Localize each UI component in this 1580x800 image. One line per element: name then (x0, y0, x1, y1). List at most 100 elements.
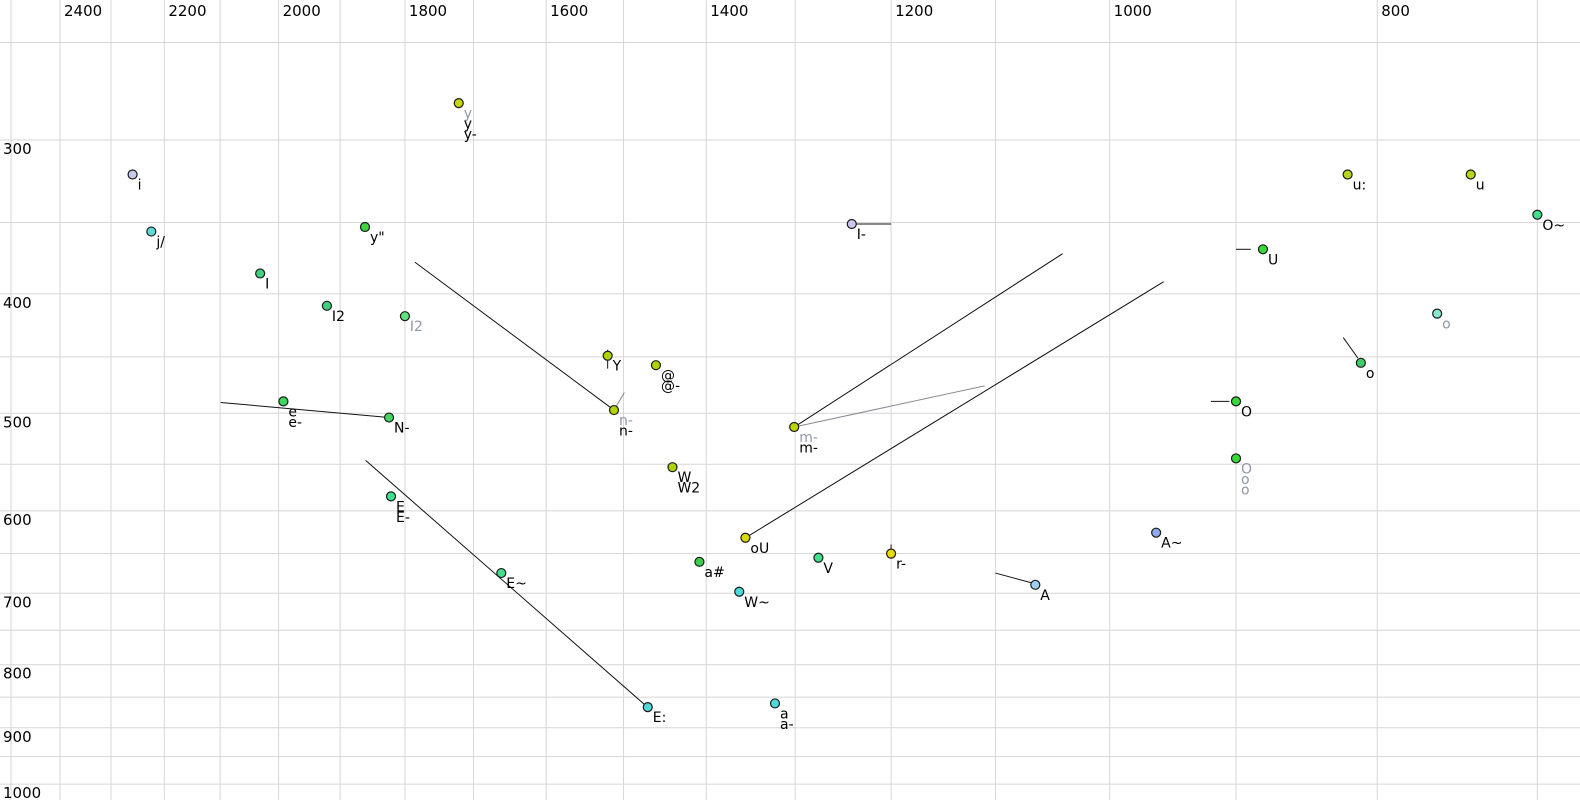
y-axis-tick-label: 500 (3, 413, 32, 431)
vowel-point[interactable] (602, 350, 613, 361)
vowel-point[interactable] (453, 97, 464, 109)
vowel-point-label: y (464, 106, 472, 122)
vowel-point[interactable] (1030, 579, 1041, 590)
vowel-point-label: A~ (1161, 536, 1182, 552)
vowel-point-label: E- (396, 510, 410, 526)
trajectory-line (794, 385, 985, 428)
vowel-point[interactable] (255, 268, 266, 279)
y-axis-tick-label: 300 (3, 140, 32, 158)
vowel-point-label: oU (750, 541, 769, 557)
vowel-point-label: E: (653, 710, 667, 726)
vowel-point[interactable] (1230, 396, 1242, 407)
trajectory-line (745, 281, 1164, 539)
trajectory-line (1342, 337, 1359, 359)
x-axis-tick-label: 1600 (550, 2, 588, 20)
vowel-point[interactable] (278, 396, 289, 407)
y-axis-tick-label: 1000 (3, 784, 41, 800)
vowel-point-label: @- (661, 379, 680, 395)
vowel-point[interactable] (694, 556, 705, 567)
vowel-point[interactable] (846, 218, 857, 230)
vowel-point-label: n- (619, 424, 633, 440)
vowel-point-label: N- (394, 421, 410, 437)
vowel-point-label: a- (780, 717, 794, 733)
x-axis-tick-label: 2200 (168, 2, 206, 20)
vowel-point-label: Y (612, 359, 622, 375)
vowel-point[interactable] (813, 552, 824, 563)
vowel-point-label: e- (288, 415, 302, 431)
vowel-point[interactable] (383, 412, 395, 423)
vowel-point-label: V (823, 561, 833, 577)
x-axis-tick-label: 1400 (710, 2, 748, 20)
vowel-point-label: O~ (1542, 218, 1565, 234)
vowel-point-label: y" (370, 230, 385, 246)
vowel-point-label: y (464, 117, 472, 133)
vowel-point[interactable] (496, 567, 507, 579)
vowel-point[interactable] (1465, 169, 1476, 180)
x-axis-tick-label: 2400 (64, 2, 102, 20)
vowel-point[interactable] (789, 421, 800, 433)
vowel-point[interactable] (399, 311, 411, 322)
y-axis-tick-label: 900 (3, 728, 32, 746)
vowel-point-label: O (1241, 461, 1252, 477)
vowel-point[interactable] (359, 221, 371, 233)
vowel-point[interactable] (1151, 527, 1162, 538)
vowel-point-label: A (1040, 588, 1050, 604)
vowel-point[interactable] (146, 226, 157, 237)
vowel-point-label: W (677, 470, 691, 486)
vowel-point-label: a# (704, 565, 724, 581)
vowel-point-label: y- (464, 127, 477, 143)
vowel-point-label: E~ (506, 576, 527, 592)
vowel-point-label: u: (1353, 178, 1367, 194)
vowel-point-label: o (1442, 317, 1451, 333)
vowel-point[interactable] (1230, 453, 1242, 464)
vowel-point-label: o (1241, 472, 1250, 488)
vowel-point-label: U (1268, 252, 1278, 268)
trajectory-line (220, 401, 390, 419)
vowel-point[interactable] (734, 586, 745, 597)
vowel-point-label: m- (799, 441, 818, 457)
vowel-point-label: O (1241, 404, 1252, 420)
vowel-point[interactable] (385, 491, 397, 502)
vowel-point[interactable] (1355, 357, 1366, 368)
x-axis-tick-label: 2000 (283, 2, 321, 20)
vowel-point[interactable] (1532, 209, 1543, 220)
vowel-point[interactable] (1257, 244, 1269, 255)
vowel-point-label: W2 (677, 481, 700, 497)
vowel-point[interactable] (1342, 169, 1353, 180)
x-axis-tick-label: 800 (1381, 2, 1410, 20)
vowel-point-label: u (1476, 178, 1485, 194)
vowel-point[interactable] (642, 702, 653, 713)
vowel-point[interactable] (321, 300, 333, 311)
vowel-point[interactable] (885, 548, 897, 559)
y-axis-tick-label: 700 (3, 593, 32, 611)
vowel-point-label: n- (619, 413, 633, 429)
trajectory-line (414, 261, 615, 411)
vowel-point-label: W~ (744, 595, 770, 611)
vowel-point-label: a (780, 706, 789, 722)
vowel-point[interactable] (650, 360, 662, 371)
y-axis-tick-label: 600 (3, 511, 32, 529)
vowel-point-label: I2 (332, 309, 345, 325)
vowel-point-label: j/ (155, 235, 165, 251)
trajectory-line (995, 572, 1034, 584)
trajectory-line (793, 253, 1063, 428)
vowel-point-label: i (138, 178, 142, 194)
x-axis-tick-label: 1000 (1114, 2, 1152, 20)
vowel-point-label: r- (896, 557, 906, 573)
vowel-point[interactable] (667, 462, 678, 473)
vowel-point-label: I (265, 276, 269, 292)
vowel-point-label: e (288, 404, 297, 420)
vowel-point[interactable] (1432, 308, 1443, 319)
vowel-point-label: I2 (410, 319, 423, 335)
vowel-point-label: @ (661, 368, 675, 384)
vowel-point[interactable] (127, 169, 138, 180)
vowel-point[interactable] (608, 404, 620, 416)
trajectory-line (365, 460, 647, 707)
vowel-point[interactable] (769, 698, 781, 709)
y-axis-tick-label: 400 (3, 294, 32, 312)
vowel-point[interactable] (740, 532, 751, 543)
vowel-point-label: o (1241, 482, 1250, 498)
